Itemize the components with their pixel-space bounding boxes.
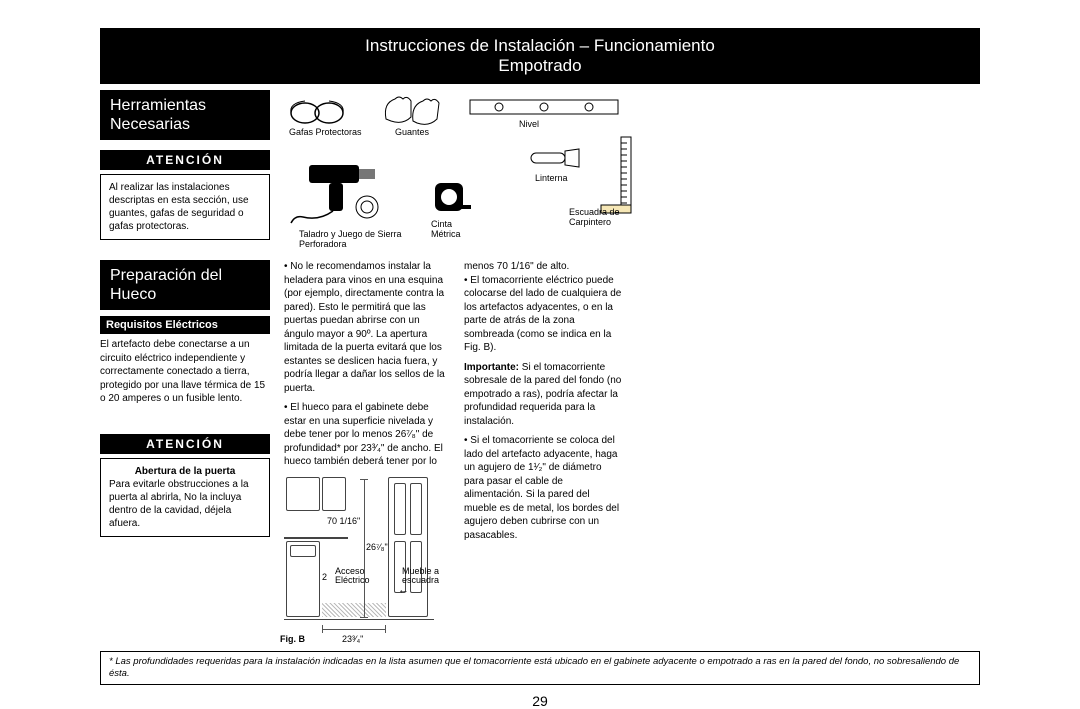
square-ruler-icon	[599, 135, 639, 215]
gloves-label: Guantes	[395, 127, 429, 137]
prep-col3-p1: menos 70 1/16" de alto. • El tomacorrien…	[464, 260, 624, 355]
dim-2: 2	[322, 571, 327, 583]
fig-b-diagram: 70 1/16" 26⁷⁄₈" 2 Acceso Eléctrico Muebl…	[280, 475, 450, 645]
goggles-label: Gafas Protectoras	[289, 127, 362, 137]
prep-col2-p2: • El hueco para el gabinete debe estar e…	[284, 401, 450, 469]
page-container: Instrucciones de Instalación – Funcionam…	[100, 0, 980, 709]
acceso-label: Acceso Eléctrico	[335, 567, 377, 587]
req-electricos-head: Requisitos Eléctricos	[100, 316, 270, 334]
prep-col2-p1: • No le recomendamos instalar la helader…	[284, 260, 450, 395]
req-electricos-body: El artefacto debe conectarse a un circui…	[100, 338, 270, 406]
atencion-body: Al realizar las instalaciones descriptas…	[100, 174, 270, 240]
prep-col3-imp: Importante: Si el tomacorriente sobresal…	[464, 361, 624, 429]
gloves-icon	[381, 91, 441, 127]
page-number: 29	[100, 693, 980, 709]
prep-section-title: Preparación del Hueco	[100, 260, 270, 310]
tools-section-title: Herramientas Necesarias	[100, 90, 270, 140]
prep-col3-p3: • Si el tomacorriente se coloca del lado…	[464, 434, 624, 542]
dim-26: 26⁷⁄₈"	[366, 541, 388, 553]
prep-row: Preparación del Hueco Requisitos Eléctri…	[100, 260, 980, 645]
footnote: * Las profundidades requeridas para la i…	[100, 651, 980, 686]
abertura-box: Abertura de la puerta Para evitarle obst…	[100, 458, 270, 537]
prep-col-2: • No le recomendamos instalar la helader…	[284, 260, 450, 645]
fig-b-label: Fig. B	[280, 633, 305, 645]
tools-side-col: Herramientas Necesarias ATENCIÓN Al real…	[100, 90, 270, 240]
tape-icon	[431, 177, 471, 217]
atencion-header-2: ATENCIÓN	[100, 434, 270, 454]
page-title-line1: Instrucciones de Instalación – Funcionam…	[100, 36, 980, 56]
flashlight-label: Linterna	[535, 173, 568, 183]
prep-side-col: Preparación del Hueco Requisitos Eléctri…	[100, 260, 270, 645]
imp-lead: Importante:	[464, 362, 519, 373]
tape-label: Cinta Métrica	[431, 219, 471, 239]
goggles-icon	[287, 95, 347, 125]
level-label: Nivel	[519, 119, 539, 129]
tools-illustration-area: Gafas Protectoras Guantes Nivel Linterna	[284, 90, 980, 254]
square-label: Escuadra de Carpintero	[569, 207, 625, 227]
tools-row: Herramientas Necesarias ATENCIÓN Al real…	[100, 90, 980, 254]
abertura-head: Abertura de la puerta	[109, 465, 261, 478]
prep-col-3: menos 70 1/16" de alto. • El tomacorrien…	[464, 260, 624, 645]
page-title-bar: Instrucciones de Instalación – Funcionam…	[100, 28, 980, 84]
dim-23: 23³⁄₄"	[342, 633, 363, 645]
atencion-header: ATENCIÓN	[100, 150, 270, 170]
drill-icon	[289, 157, 385, 227]
abertura-body: Para evitarle obstrucciones a la puerta …	[109, 478, 261, 530]
drill-label: Taladro y Juego de Sierra Perforadora	[299, 229, 409, 249]
page-title-line2: Empotrado	[100, 56, 980, 76]
flashlight-icon	[527, 145, 583, 171]
dim-70: 70 1/16"	[327, 515, 360, 527]
level-icon	[469, 99, 619, 117]
